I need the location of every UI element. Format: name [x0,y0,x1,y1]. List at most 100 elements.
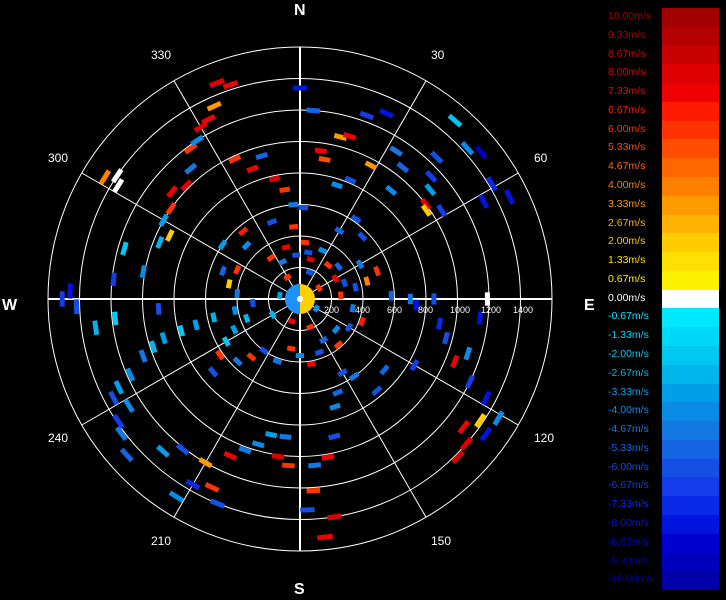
data-point [364,160,378,171]
data-point [459,436,474,451]
data-point [246,352,257,362]
data-point [300,239,310,246]
legend-label: 8.00m/s [608,66,646,79]
data-point [350,214,362,224]
data-point [209,77,225,88]
legend-entry: 1.33m/s [605,252,719,272]
data-point [476,311,484,325]
data-point [271,453,285,460]
legend-entry: 2.67m/s [605,214,719,234]
data-point [478,193,490,209]
legend-swatch [662,139,719,159]
data-point [298,205,309,211]
legend-swatch [662,233,719,253]
data-point [114,426,128,442]
legend-swatch [662,177,719,196]
data-point [289,223,299,230]
data-point [125,367,136,382]
legend-label: 1.33m/s [608,254,646,267]
data-point [492,410,505,427]
data-point [233,264,242,275]
center-marker [285,284,315,314]
data-point [138,349,148,363]
data-point [474,144,488,160]
legend-label: -9.33m/s [608,554,649,567]
data-point [206,100,222,112]
legend-label: 0.00m/s [608,291,646,304]
data-point [279,433,292,440]
data-point [59,291,65,307]
legend-entry: -9.33m/s [605,552,719,572]
data-point [209,498,226,509]
data-point [278,258,288,266]
legend-swatch [662,195,719,215]
data-point [317,533,334,541]
legend-swatch [662,252,719,272]
data-point [201,113,216,125]
data-point [349,303,356,313]
data-points [59,77,516,541]
data-point [238,445,252,455]
legend-label: 4.00m/s [608,179,646,191]
legend-entry: 4.67m/s [605,158,719,178]
data-point [352,282,359,292]
data-point [255,152,269,160]
data-point [123,398,135,414]
data-point [67,283,73,299]
data-point [457,419,471,435]
data-point [328,432,341,441]
data-point [155,302,162,315]
legend-label: -4.67m/s [608,423,649,435]
radial-tick-label: 200 [324,305,340,315]
data-point [355,259,365,270]
legend-swatch [662,214,719,234]
radial-tick-label: 800 [418,305,434,315]
legend-entry: 5.33m/s [605,139,719,159]
data-point [342,132,357,141]
legend-entry: 6.00m/s [605,120,719,140]
data-point [318,335,329,345]
legend-label: 6.67m/s [608,103,646,116]
legend-entry: 0.00m/s [605,289,719,309]
spoke-line [81,172,301,300]
legend-label: -6.00m/s [608,460,649,473]
data-point [225,278,233,289]
legend-swatch [662,439,719,459]
data-point [192,319,200,331]
data-point [306,256,315,263]
data-point [222,80,239,90]
data-point [168,490,185,503]
data-point [503,188,516,205]
legend-swatch [662,26,719,46]
legend-swatch [662,552,719,572]
data-point [430,150,444,164]
data-point [119,447,134,463]
data-point [303,249,313,256]
data-point [246,164,259,174]
data-point [241,240,252,251]
data-point [250,298,256,308]
data-point [215,349,225,361]
data-point [333,340,344,350]
color-legend: 10.00m/s 9.33m/s 8.67m/s 8.00m/s 7.33m/s 6.67… [605,8,719,591]
data-point [379,364,390,376]
data-point [306,487,321,494]
data-point [177,324,186,337]
data-point [231,305,239,316]
bearing-label: 330 [151,48,172,62]
data-point [326,513,343,521]
data-point [305,268,314,276]
legend-label: 2.67m/s [608,216,646,229]
legend-swatch [662,514,719,534]
legend-entry: -6.00m/s [605,458,719,478]
legend-label: -4.00m/s [608,404,649,417]
data-point [159,331,168,345]
data-point [166,185,179,199]
data-point [306,360,317,368]
data-point [259,346,269,356]
legend-label: -3.33m/s [608,385,649,398]
legend-entry: 0.67m/s [605,270,719,290]
data-point [276,291,283,300]
data-point [73,299,80,315]
data-point [331,324,341,335]
